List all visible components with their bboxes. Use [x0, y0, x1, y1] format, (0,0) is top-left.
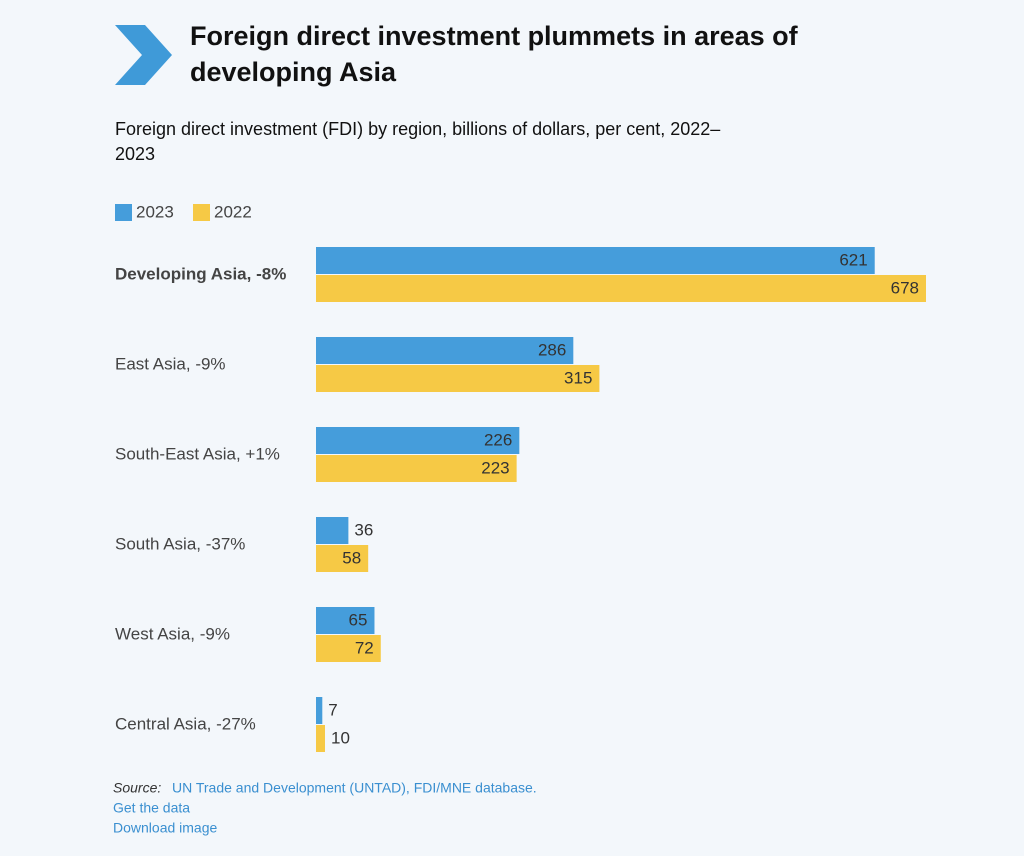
value-label: 223: [481, 458, 509, 477]
chart-title: developing Asia: [190, 57, 397, 87]
category-label: Developing Asia, -8%: [115, 264, 286, 283]
chevron-icon: [115, 25, 172, 85]
bar: [316, 697, 323, 724]
value-label: 286: [538, 340, 566, 359]
value-label: 7: [328, 700, 337, 719]
value-label: 72: [355, 638, 374, 657]
bar: [316, 455, 517, 482]
value-label: 65: [349, 610, 368, 629]
bar: [316, 275, 926, 302]
bar: [316, 635, 381, 662]
legend-swatch: [193, 204, 210, 221]
source-link[interactable]: UN Trade and Development (UNTAD), FDI/MN…: [172, 780, 537, 796]
value-label: 226: [484, 430, 512, 449]
legend-swatch: [115, 204, 132, 221]
category-label: East Asia, -9%: [115, 354, 226, 373]
value-label: 10: [331, 728, 350, 747]
value-label: 58: [342, 548, 361, 567]
legend-label: 2023: [136, 202, 174, 221]
bar: [316, 517, 349, 544]
category-label: West Asia, -9%: [115, 624, 230, 643]
value-label: 678: [891, 278, 919, 297]
category-label: South Asia, -37%: [115, 534, 245, 553]
category-label: South-East Asia, +1%: [115, 444, 280, 463]
bar: [316, 427, 520, 454]
get-data-link[interactable]: Get the data: [113, 800, 190, 816]
download-link[interactable]: Download image: [113, 820, 217, 836]
category-label: Central Asia, -27%: [115, 714, 256, 733]
legend-label: 2022: [214, 202, 252, 221]
value-label: 36: [354, 520, 373, 539]
chart-subtitle: Foreign direct investment (FDI) by regio…: [115, 119, 720, 139]
chart-title: Foreign direct investment plummets in ar…: [190, 21, 799, 51]
value-label: 621: [839, 250, 867, 269]
chart-subtitle: 2023: [115, 144, 155, 164]
bar: [316, 545, 369, 572]
value-label: 315: [564, 368, 592, 387]
bar: [316, 337, 574, 364]
bar: [316, 607, 375, 634]
bar: [316, 365, 600, 392]
source-label: Source:: [113, 780, 161, 796]
bar: [316, 725, 325, 752]
bar: [316, 247, 875, 274]
